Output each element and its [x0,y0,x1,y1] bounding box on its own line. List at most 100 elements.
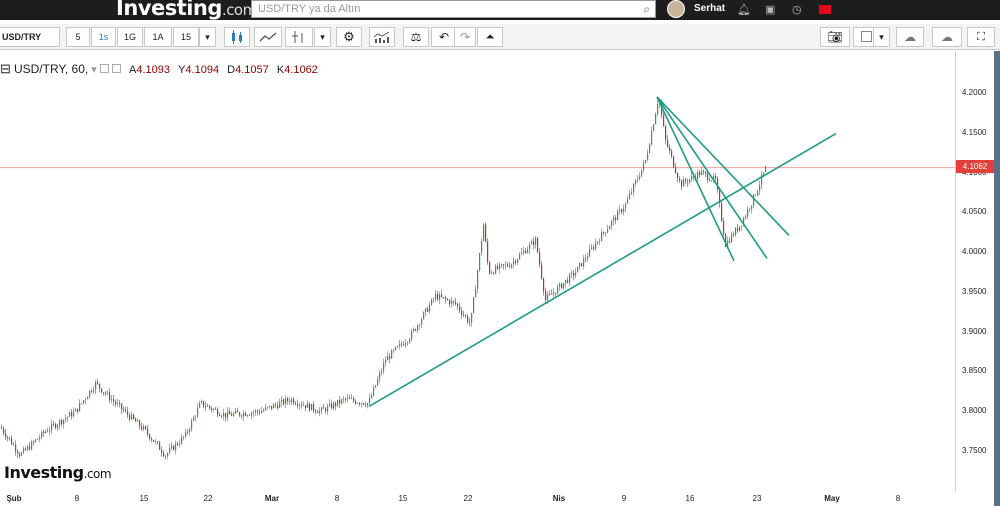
volume-button[interactable] [369,27,395,47]
price-axis[interactable] [955,51,956,491]
portfolio-icon[interactable]: ▣ [765,4,776,16]
candle [257,409,259,416]
candle [75,408,77,412]
candle [333,401,335,411]
redo-button[interactable]: ↷ [454,27,476,47]
candle [407,341,409,347]
trendline-1[interactable] [368,132,837,408]
bell-icon[interactable]: 🔔︎ [737,4,751,16]
candles-style-button[interactable] [224,27,250,47]
candle [735,226,737,237]
cloud-upload-icon: ☁ [941,30,953,44]
search-icon[interactable]: ⌕ [643,2,650,16]
candle [327,403,329,416]
balance-button[interactable]: ⚖ [403,27,429,47]
candle [729,236,731,244]
turkey-flag-icon[interactable] [819,5,831,14]
trendline-2[interactable] [656,96,735,262]
candle [393,348,395,354]
open-value: 4.1093 [136,64,171,76]
candle [655,112,657,125]
candle [93,386,95,394]
avatar[interactable] [667,0,685,18]
compare-dropdown-button[interactable]: ▾ [314,27,331,47]
candle [5,428,7,440]
candle [349,395,351,399]
square-icon [860,31,872,42]
candle [615,215,617,225]
layout-dropdown-button[interactable]: ▾ [873,27,890,47]
trendline-3[interactable] [656,96,768,259]
cloud-save-button[interactable]: ☁ [932,27,962,47]
settings-button[interactable]: ⚙ [336,27,362,47]
candle [161,446,163,457]
interval-1d-button[interactable]: 1G [117,27,143,47]
interval-1h-button[interactable]: 1s [91,27,116,47]
clock-icon[interactable]: ◷ [792,4,802,16]
investing-logo[interactable]: Investing.com [116,0,257,20]
candle [529,241,531,255]
search-input[interactable]: USD/TRY ya da Altın ⌕ [251,0,656,18]
candle [677,172,679,183]
candle [689,178,691,185]
candle [507,262,509,268]
candle [455,297,457,306]
candle [757,189,759,197]
candle [53,420,55,427]
cloud-load-button[interactable]: ☁ [896,27,924,47]
close-label: K [276,64,285,76]
candle [109,388,111,404]
candle [533,236,535,250]
candle [117,398,119,407]
high-label: Y [178,64,186,76]
legend-settings-icon[interactable] [111,64,121,73]
candle [103,392,105,396]
candle [347,393,349,403]
candle [583,255,585,270]
candle [379,369,381,384]
compare-button[interactable] [285,27,313,47]
fullscreen-button[interactable]: ⛶ [967,27,995,47]
price-plot[interactable] [0,51,955,506]
user-name[interactable]: Serhat [694,3,726,14]
trendline-4[interactable] [656,96,790,236]
candle [713,172,715,184]
candle [285,395,287,409]
candle [369,393,371,405]
candle [417,323,419,334]
collapse-icon[interactable]: ⊟ [0,61,11,76]
interval-1m-button[interactable]: 1A [144,27,172,47]
candle [199,400,201,409]
candle [295,400,297,406]
interval-5-button[interactable]: 5 [66,27,90,47]
candle [241,414,243,419]
candle [485,222,487,243]
legend-menu-icon[interactable]: ▾ [91,64,97,76]
candle [157,440,159,445]
candle [179,439,181,448]
candle [303,401,305,407]
candle [653,123,655,132]
symbol-field[interactable]: USD/TRY [0,27,60,47]
alert-button[interactable]: ⏶ [477,27,503,47]
candle [723,217,725,239]
indicators-button[interactable] [254,27,282,47]
interval-dropdown-button[interactable]: ▾ [199,27,216,47]
candle [269,405,271,409]
candle [515,259,517,266]
candle [585,254,587,263]
candle [193,415,195,422]
caret-down-icon: ▾ [879,32,884,42]
candle [177,441,179,447]
legend-eye-icon[interactable] [99,64,109,73]
candle [17,449,19,459]
interval-15-button[interactable]: 15 [173,27,199,47]
candle [223,408,225,421]
candle [641,169,643,178]
snapshot-button[interactable]: 📷︎ [820,27,850,47]
candle [191,418,193,432]
candle [143,423,145,432]
candle [201,399,203,404]
chart-area[interactable] [0,51,1000,506]
candle [613,214,615,226]
